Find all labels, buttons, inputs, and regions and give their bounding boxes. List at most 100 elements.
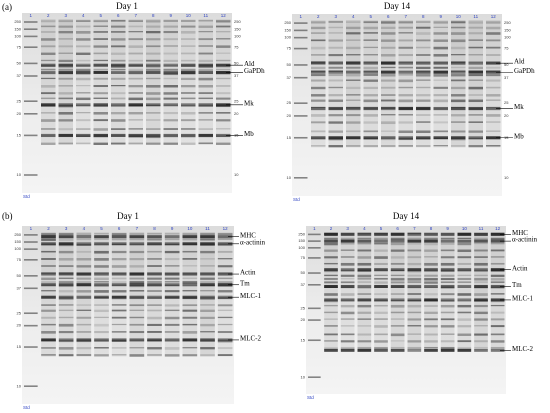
band <box>93 59 108 62</box>
band <box>216 92 231 95</box>
band <box>486 145 501 147</box>
band <box>424 293 438 296</box>
band <box>468 114 483 116</box>
major-band <box>147 272 162 276</box>
major-band <box>407 232 422 236</box>
major-band <box>164 283 180 287</box>
band <box>416 114 431 116</box>
band <box>340 293 355 296</box>
band <box>440 242 455 245</box>
band <box>311 86 326 90</box>
band <box>76 31 91 34</box>
band-label: Ald <box>514 58 525 66</box>
band <box>457 262 472 265</box>
major-band <box>164 338 180 342</box>
band <box>474 278 488 281</box>
band <box>111 119 126 122</box>
band <box>328 26 343 29</box>
band-label: MLC-1 <box>240 292 262 300</box>
band <box>128 68 143 72</box>
major-band <box>340 298 355 302</box>
band <box>324 340 338 342</box>
major-band <box>390 232 405 236</box>
band <box>324 281 338 284</box>
band <box>363 39 378 41</box>
marker-label: 100 <box>14 246 21 251</box>
band <box>216 77 231 80</box>
band <box>474 304 488 308</box>
band <box>440 256 455 259</box>
major-band <box>217 242 233 246</box>
major-band <box>346 61 361 65</box>
band <box>398 79 413 83</box>
major-band <box>216 103 231 107</box>
major-band <box>398 61 413 65</box>
band <box>486 130 501 132</box>
band <box>486 86 501 89</box>
band <box>490 333 505 336</box>
band <box>58 77 73 80</box>
band <box>357 318 372 320</box>
ladder-band <box>24 21 38 23</box>
band <box>311 145 326 147</box>
band <box>346 94 361 96</box>
major-band <box>340 232 355 236</box>
band <box>111 142 126 145</box>
band <box>398 46 413 49</box>
band <box>324 262 338 265</box>
band <box>41 323 56 326</box>
band <box>440 293 455 296</box>
marker-label: 50 <box>17 273 22 278</box>
band <box>490 340 505 343</box>
major-band <box>440 268 455 272</box>
band <box>374 311 388 314</box>
lane-number: 4 <box>83 226 86 231</box>
band <box>93 38 108 40</box>
band <box>346 99 361 101</box>
band <box>363 66 378 70</box>
major-band <box>433 61 448 65</box>
marker-label: 100 <box>234 33 241 38</box>
band <box>381 46 396 49</box>
band <box>424 256 438 258</box>
major-band <box>146 133 161 137</box>
band <box>129 331 145 334</box>
major-band <box>41 133 56 137</box>
band <box>76 309 92 311</box>
marker-label: 25 <box>504 100 509 105</box>
major-band <box>111 338 127 342</box>
ladder-band <box>24 75 38 77</box>
band <box>381 114 396 116</box>
major-band <box>324 348 338 352</box>
band <box>390 256 405 259</box>
band <box>129 277 145 280</box>
band <box>216 59 231 62</box>
band <box>374 325 388 328</box>
band <box>374 262 388 266</box>
major-band <box>129 272 145 276</box>
band <box>474 281 488 283</box>
band <box>163 25 178 28</box>
band <box>440 340 455 343</box>
marker-label: 15 <box>17 344 22 349</box>
band <box>76 25 91 28</box>
std-label: Std <box>293 197 300 202</box>
marker-label: 15 <box>17 132 22 137</box>
major-band <box>390 268 405 272</box>
marker-label: 15 <box>504 135 509 140</box>
band <box>474 242 488 245</box>
band <box>407 274 422 277</box>
major-band <box>468 70 483 74</box>
lane-number: 8 <box>430 226 433 231</box>
ladder-band <box>308 240 321 242</box>
band <box>357 346 372 349</box>
band <box>357 278 372 280</box>
major-band <box>363 107 378 111</box>
major-band <box>311 107 326 111</box>
band <box>340 304 355 308</box>
band <box>163 92 178 95</box>
major-band <box>76 63 91 67</box>
band <box>200 316 215 319</box>
band <box>163 77 178 80</box>
band <box>58 309 74 312</box>
